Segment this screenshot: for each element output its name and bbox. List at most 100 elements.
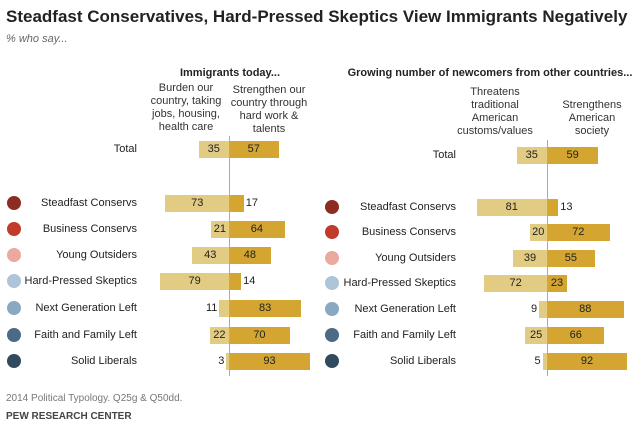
data-label-negative: 21: [213, 223, 226, 235]
data-label-positive: 17: [245, 197, 259, 209]
bar-positive: [547, 327, 605, 344]
bar-negative: [219, 300, 229, 317]
data-label-positive: 48: [243, 249, 256, 261]
category-dot-icon: [325, 328, 339, 342]
data-label-positive: 59: [566, 149, 579, 161]
bar-positive: [547, 353, 628, 370]
data-label-negative: 9: [531, 303, 538, 315]
bar-positive: [547, 199, 559, 216]
column-header-strengthen: Strengthen our country through hard work…: [230, 84, 308, 135]
category-label: Young Outsiders: [56, 249, 137, 261]
category-label: Solid Liberals: [389, 355, 456, 367]
data-label-positive: 93: [263, 355, 276, 367]
category-dot-icon: [7, 328, 21, 342]
category-dot-icon: [7, 274, 21, 288]
column-header-threatens: Threatens traditional American customs/v…: [457, 86, 533, 137]
data-label-negative: 81: [505, 201, 518, 213]
category-label: Total: [432, 149, 456, 161]
data-label-positive: 64: [250, 223, 263, 235]
category-label: Faith and Family Left: [34, 329, 137, 341]
category-label: Total: [113, 143, 137, 155]
data-label-negative: 35: [525, 149, 538, 161]
bar-negative: [484, 275, 547, 292]
category-dot-icon: [7, 196, 21, 210]
bar-positive: [547, 147, 599, 164]
bar-negative: [525, 327, 547, 344]
data-label-positive: 55: [564, 252, 578, 264]
category-dot-icon: [325, 276, 339, 290]
data-label-positive: 23: [550, 277, 564, 289]
data-label-positive: 57: [247, 143, 260, 155]
bar-positive: [229, 247, 271, 264]
bar-negative: [165, 195, 229, 212]
category-label: Steadfast Conservs: [41, 197, 137, 209]
category-dot-icon: [7, 248, 21, 262]
category-dot-icon: [325, 225, 339, 239]
category-dot-icon: [7, 301, 21, 315]
category-dot-icon: [7, 222, 21, 236]
data-label-negative: 43: [204, 249, 217, 261]
bar-positive: [229, 327, 290, 344]
category-dot-icon: [7, 354, 21, 368]
bar-positive: [229, 195, 244, 212]
bar-positive: [229, 273, 242, 290]
panel-title-right: Growing number of newcomers from other c…: [347, 67, 633, 79]
panel-title-left: Immigrants today...: [179, 67, 281, 79]
data-label-negative: 79: [188, 275, 201, 287]
category-dot-icon: [325, 354, 339, 368]
bar-positive: [547, 301, 624, 318]
category-dot-icon: [325, 251, 339, 265]
chart-source: PEW RESEARCH CENTER: [6, 411, 132, 422]
bar-negative: [542, 353, 547, 370]
category-dot-icon: [325, 200, 339, 214]
bar-negative: [210, 221, 229, 238]
data-label-positive: 66: [569, 329, 582, 341]
category-label: Hard-Pressed Skeptics: [343, 277, 457, 289]
bar-positive: [547, 224, 610, 241]
bar-positive: [229, 353, 310, 370]
category-dot-icon: [325, 302, 339, 316]
data-label-positive: 83: [258, 302, 272, 314]
data-label-negative: 5: [534, 355, 541, 367]
data-label-negative: 73: [191, 197, 204, 209]
data-label-negative: 22: [213, 329, 226, 341]
data-label-negative: 25: [530, 329, 543, 341]
zero-axis-line: [229, 136, 230, 376]
chart-title: Steadfast Conservatives, Hard-Pressed Sk…: [6, 7, 628, 26]
category-label: Next Generation Left: [35, 302, 137, 314]
bar-negative: [516, 147, 547, 164]
data-label-negative: 20: [532, 226, 545, 238]
data-label-positive: 70: [253, 329, 266, 341]
bar-positive: [229, 300, 302, 317]
bar-negative: [513, 250, 547, 267]
category-label: Steadfast Conservs: [360, 201, 456, 213]
bar-positive: [547, 275, 567, 292]
bar-negative: [539, 301, 547, 318]
chart-subtitle: % who say...: [6, 33, 68, 45]
bar-negative: [191, 247, 229, 264]
column-header-burden: Burden our country, taking jobs, housing…: [150, 82, 222, 133]
data-label-negative: 3: [218, 355, 225, 367]
chart-note: 2014 Political Typology. Q25g & Q50dd.: [6, 393, 183, 404]
category-label: Young Outsiders: [375, 252, 456, 264]
data-label-positive: 14: [243, 275, 256, 287]
data-label-positive: 92: [580, 355, 594, 367]
bar-negative: [476, 199, 547, 216]
category-label: Solid Liberals: [70, 355, 137, 367]
data-label-negative: 39: [523, 252, 537, 264]
data-label-positive: 88: [579, 303, 592, 315]
data-label-negative: 11: [206, 302, 218, 314]
data-label-positive: 72: [572, 226, 585, 238]
category-label: Faith and Family Left: [353, 329, 456, 341]
bar-positive: [547, 250, 595, 267]
bar-negative: [160, 273, 229, 290]
bar-negative: [226, 353, 229, 370]
bar-negative: [209, 327, 229, 344]
bar-negative: [198, 141, 229, 158]
column-header-strengthens: Strengthens American society: [562, 99, 622, 137]
bar-negative: [529, 224, 547, 241]
category-label: Business Conservs: [361, 226, 456, 238]
bar-positive: [229, 141, 279, 158]
data-label-negative: 35: [207, 143, 220, 155]
